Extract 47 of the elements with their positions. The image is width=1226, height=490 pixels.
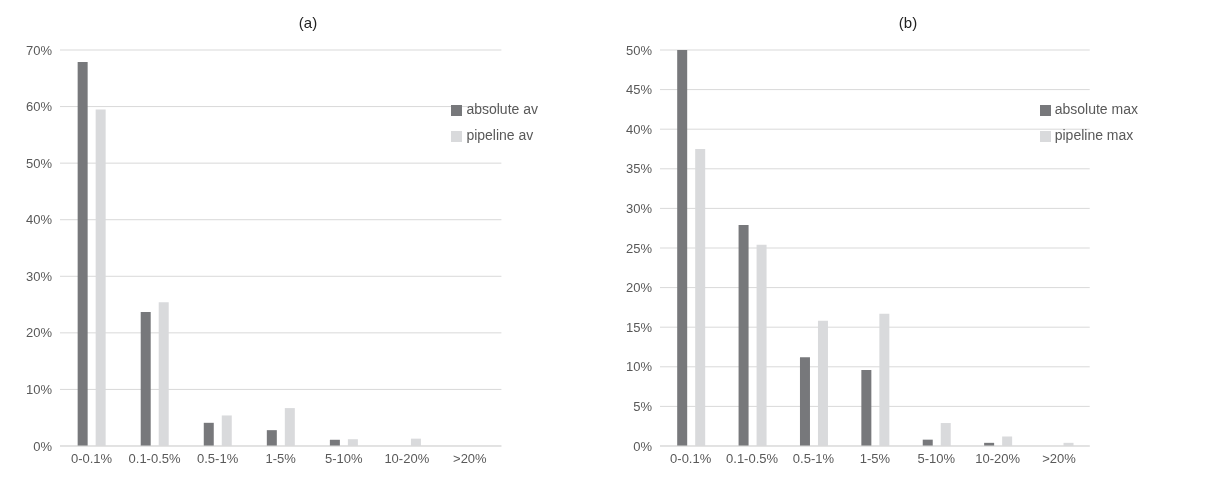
y-tick-label: 30% bbox=[625, 201, 653, 217]
x-tick-label: 5-10% bbox=[324, 451, 363, 467]
y-tick-label: 0% bbox=[33, 438, 53, 454]
y-tick-label: 30% bbox=[25, 268, 53, 284]
x-tick-label: 1-5% bbox=[859, 451, 891, 467]
y-tick-label: 60% bbox=[25, 99, 53, 115]
y-tick-label: 25% bbox=[625, 240, 653, 256]
chart-title: (a) bbox=[297, 14, 319, 33]
x-tick-label: 0.1-0.5% bbox=[128, 451, 182, 467]
y-tick-label: 35% bbox=[625, 161, 653, 177]
bar bbox=[77, 61, 88, 446]
bar bbox=[799, 357, 810, 446]
y-tick-label: 50% bbox=[625, 42, 653, 58]
x-tick-label: 10-20% bbox=[975, 451, 1021, 467]
x-tick-label: 5-10% bbox=[917, 451, 956, 467]
x-tick-label: 0.1-0.5% bbox=[726, 451, 779, 467]
chart-title: (b) bbox=[897, 14, 919, 33]
y-tick-label: 40% bbox=[625, 121, 653, 137]
y-tick-label: 45% bbox=[625, 82, 653, 98]
y-tick-label: 50% bbox=[25, 155, 53, 171]
legend-label: pipeline av bbox=[466, 127, 534, 143]
bar bbox=[140, 311, 151, 446]
y-tick-label: 20% bbox=[625, 280, 653, 296]
legend-label: absolute av bbox=[466, 101, 538, 117]
x-tick-label: >20% bbox=[453, 451, 488, 467]
x-tick-label: 0.5-1% bbox=[197, 451, 239, 467]
legend-label: pipeline max bbox=[1054, 127, 1134, 143]
bar bbox=[266, 430, 277, 446]
x-tick-label: 0.5-1% bbox=[792, 451, 835, 467]
legend-label: absolute max bbox=[1054, 101, 1138, 117]
y-tick-label: 10% bbox=[625, 359, 653, 375]
x-tick-label: 1-5% bbox=[265, 451, 297, 467]
y-tick-label: 15% bbox=[625, 319, 653, 335]
y-tick-label: 40% bbox=[25, 212, 53, 228]
bar bbox=[203, 422, 214, 446]
bar bbox=[677, 50, 688, 446]
bar bbox=[861, 369, 872, 446]
y-tick-label: 70% bbox=[25, 42, 53, 58]
x-tick-label: 0-0.1% bbox=[70, 451, 113, 467]
y-tick-label: 0% bbox=[633, 438, 653, 454]
x-tick-label: 0-0.1% bbox=[670, 451, 712, 467]
y-tick-label: 5% bbox=[633, 399, 653, 415]
bar bbox=[738, 225, 749, 446]
x-tick-label: >20% bbox=[1042, 451, 1077, 467]
x-tick-label: 10-20% bbox=[384, 451, 430, 467]
y-tick-label: 10% bbox=[25, 382, 53, 398]
y-tick-label: 20% bbox=[25, 325, 53, 341]
